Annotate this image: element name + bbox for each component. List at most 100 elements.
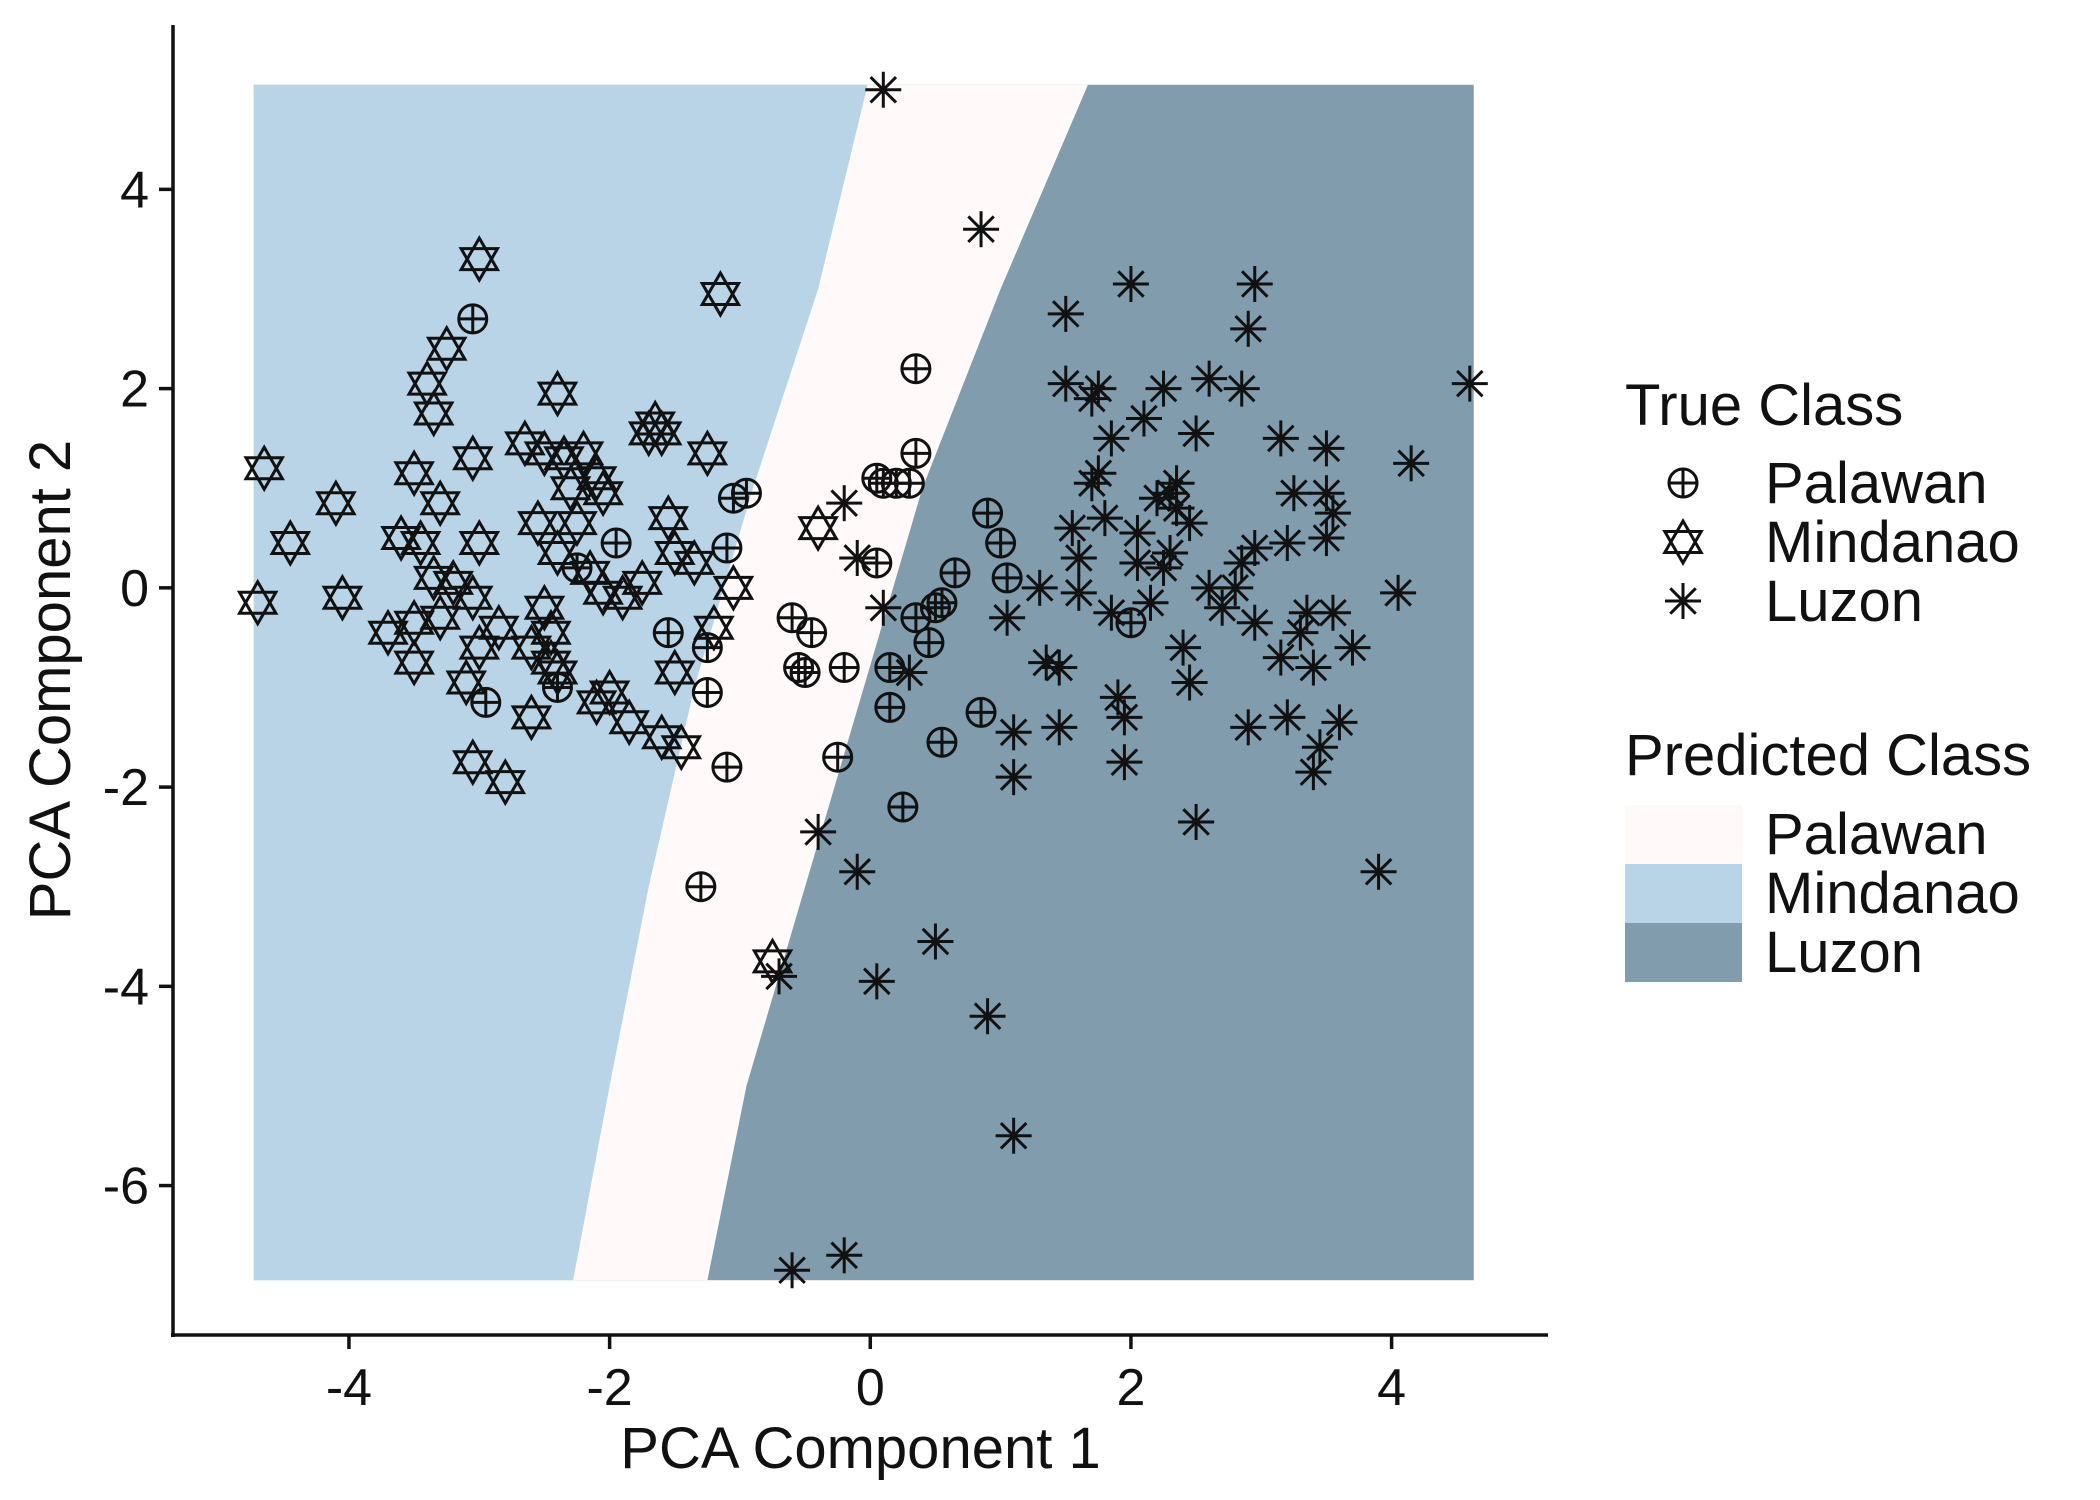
point-mindanao <box>536 369 579 418</box>
point-luzon <box>1191 360 1228 397</box>
point-luzon <box>761 958 798 995</box>
point-mindanao <box>478 603 520 652</box>
point-mindanao <box>797 504 839 553</box>
point-palawan <box>926 726 958 758</box>
point-mindanao <box>641 409 683 458</box>
point-luzon <box>1269 525 1306 562</box>
y-tick-label: -6 <box>103 1158 149 1216</box>
point-palawan <box>893 467 925 499</box>
point-luzon <box>858 963 895 1000</box>
point-luzon <box>1119 515 1156 552</box>
point-luzon <box>1145 370 1182 407</box>
y-tick-label: 2 <box>120 361 149 419</box>
point-luzon <box>1275 475 1312 512</box>
point-mindanao <box>269 519 312 567</box>
point-luzon <box>1308 430 1345 467</box>
point-luzon <box>1236 530 1273 567</box>
point-luzon <box>1080 455 1117 492</box>
point-palawan <box>926 587 958 619</box>
point-mindanao <box>458 235 501 284</box>
point-luzon <box>1165 629 1202 666</box>
point-luzon <box>1073 380 1110 417</box>
point-luzon <box>1106 699 1143 736</box>
point-palawan <box>457 303 489 335</box>
point-mindanao <box>647 494 689 543</box>
point-luzon <box>826 1237 863 1274</box>
point-mindanao <box>621 558 663 607</box>
point-luzon <box>1269 699 1306 736</box>
point-palawan <box>913 627 945 659</box>
point-luzon <box>1314 495 1351 532</box>
point-mindanao <box>582 469 624 518</box>
y-tick-label: 0 <box>120 560 149 618</box>
point-luzon <box>1262 639 1299 676</box>
point-mindanao <box>536 529 579 577</box>
point-luzon <box>800 813 837 850</box>
point-palawan <box>776 602 808 634</box>
point-palawan <box>691 676 723 708</box>
y-tick-label: -4 <box>103 958 149 1016</box>
x-tick-label: 0 <box>856 1359 885 1417</box>
point-luzon <box>1380 574 1417 611</box>
point-palawan <box>730 477 762 509</box>
point-luzon <box>1112 266 1149 303</box>
legend-true-class-title: True Class <box>1625 373 1903 438</box>
legend-key-luzon <box>1665 583 1701 619</box>
point-luzon <box>1152 534 1189 571</box>
point-palawan <box>796 617 828 649</box>
series-palawan <box>457 303 1147 903</box>
point-luzon <box>1171 505 1208 542</box>
point-luzon <box>1178 415 1215 452</box>
point-mindanao <box>236 578 279 627</box>
point-palawan <box>861 547 893 579</box>
point-luzon <box>1054 510 1091 547</box>
point-mindanao <box>556 499 598 548</box>
point-mindanao <box>412 389 455 438</box>
point-palawan <box>652 617 684 649</box>
series-mindanao <box>236 235 839 986</box>
legend-swatch-luzon <box>1625 923 1742 982</box>
point-luzon <box>774 1252 811 1289</box>
y-axis-ticks: -6 -4 -2 0 2 4 <box>103 161 173 1216</box>
point-luzon <box>1236 266 1273 303</box>
point-luzon <box>839 539 876 576</box>
point-palawan <box>861 462 893 494</box>
point-luzon <box>865 71 902 108</box>
point-luzon <box>1125 400 1162 437</box>
y-axis-title: PCA Component 2 <box>18 440 83 920</box>
point-mindanao <box>654 648 696 697</box>
point-mindanao <box>673 538 716 587</box>
point-luzon <box>1145 549 1182 586</box>
point-palawan <box>900 353 932 385</box>
point-luzon <box>865 589 902 626</box>
point-palawan <box>900 437 932 469</box>
point-luzon <box>1080 370 1117 407</box>
point-mindanao <box>425 324 468 373</box>
point-palawan <box>939 557 971 589</box>
legend-swatch-palawan <box>1625 805 1742 864</box>
point-mindanao <box>452 573 494 622</box>
point-mindanao <box>367 608 409 657</box>
point-mindanao <box>549 464 592 513</box>
point-luzon <box>1295 649 1332 686</box>
point-mindanao <box>452 434 494 483</box>
point-luzon <box>1360 853 1397 890</box>
point-luzon <box>1334 629 1371 666</box>
point-mindanao <box>699 270 742 318</box>
point-mindanao <box>608 698 650 747</box>
legend-label-mindanao: Mindanao <box>1765 510 2020 575</box>
point-luzon <box>1047 295 1084 332</box>
point-palawan <box>828 652 860 684</box>
x-tick-label: -4 <box>326 1359 372 1417</box>
legend-key-mindanao <box>1662 518 1704 566</box>
point-palawan <box>822 741 854 773</box>
point-luzon <box>1295 754 1332 791</box>
point-mindanao <box>458 623 501 672</box>
legend-label-luzon: Luzon <box>1765 569 1923 634</box>
point-luzon <box>1393 445 1430 482</box>
point-palawan <box>887 791 919 823</box>
point-mindanao <box>393 449 435 498</box>
point-luzon <box>1236 604 1273 641</box>
